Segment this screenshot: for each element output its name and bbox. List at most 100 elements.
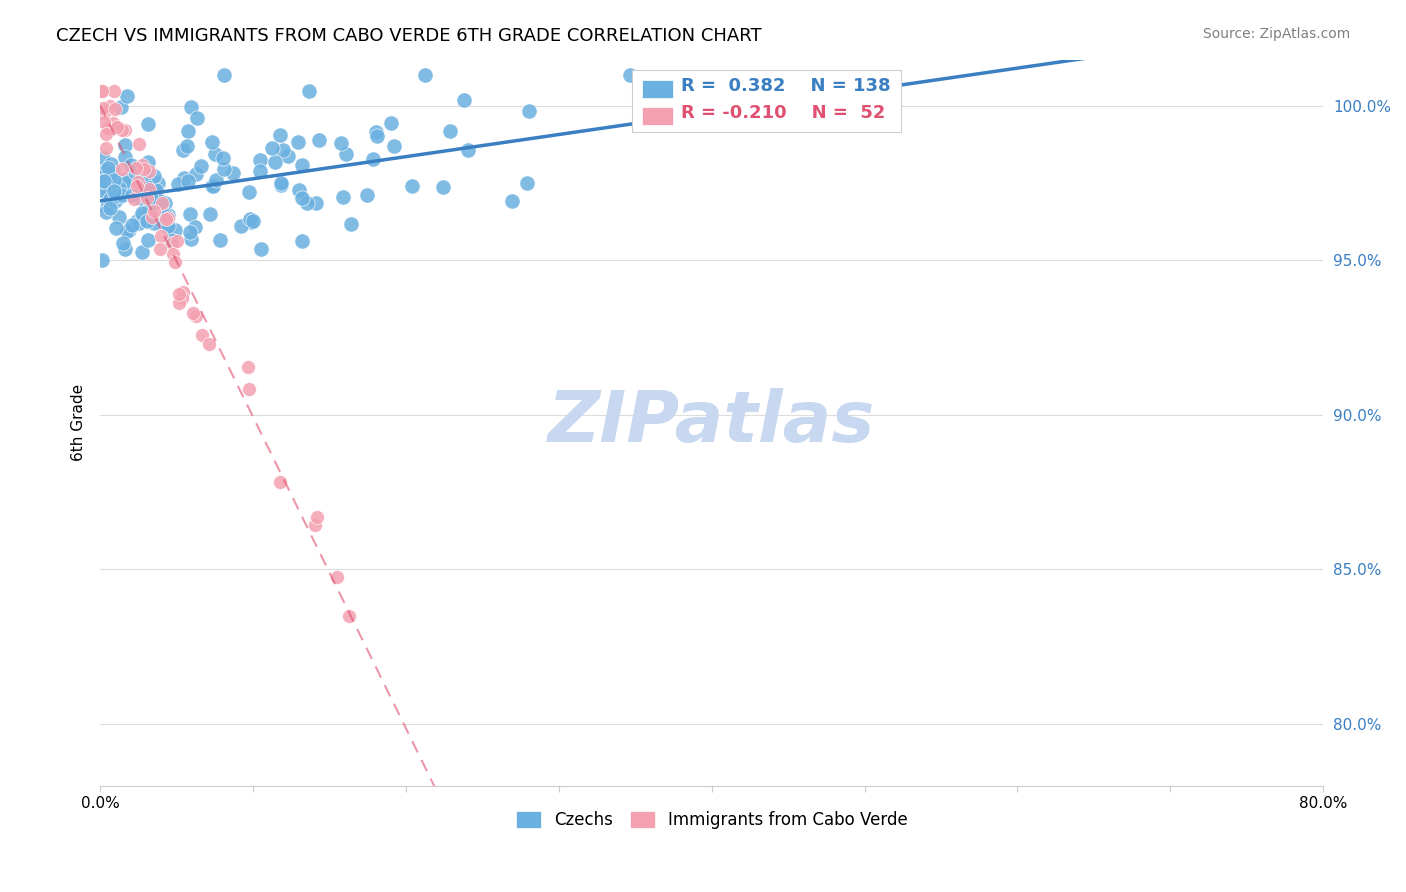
Point xyxy=(131,245,153,260)
Point xyxy=(135,177,157,191)
Bar xyxy=(643,80,672,98)
Point xyxy=(335,147,357,161)
Point xyxy=(238,382,260,396)
Point xyxy=(287,135,309,149)
Point xyxy=(153,196,176,211)
Point xyxy=(308,133,330,147)
Point xyxy=(135,166,157,180)
Point xyxy=(291,234,314,248)
Point xyxy=(103,184,125,198)
Point xyxy=(150,228,173,243)
Point xyxy=(160,233,183,247)
Point xyxy=(453,93,475,107)
Point xyxy=(96,200,118,214)
Point xyxy=(619,68,641,82)
Point xyxy=(191,328,214,343)
Point xyxy=(176,139,198,153)
Point xyxy=(136,117,159,131)
Point xyxy=(114,242,136,256)
Point xyxy=(297,84,319,98)
Point xyxy=(291,158,314,172)
Point xyxy=(269,128,291,142)
Point xyxy=(238,185,260,199)
Point xyxy=(239,211,262,226)
Point xyxy=(132,161,155,176)
Point xyxy=(184,220,207,235)
FancyBboxPatch shape xyxy=(633,70,901,132)
Point xyxy=(91,174,114,188)
Point xyxy=(129,191,152,205)
Point xyxy=(165,255,187,269)
Point xyxy=(111,162,134,177)
Point xyxy=(131,209,153,223)
Point xyxy=(295,195,318,210)
Point xyxy=(136,214,159,228)
Text: R = -0.210    N =  52: R = -0.210 N = 52 xyxy=(681,104,886,122)
Point xyxy=(110,188,132,202)
Point xyxy=(125,161,148,176)
Point xyxy=(222,166,245,180)
Point xyxy=(125,214,148,228)
Point xyxy=(269,475,291,490)
Point xyxy=(115,175,138,189)
Point xyxy=(111,123,134,137)
Point xyxy=(145,183,167,197)
Point xyxy=(167,177,190,191)
Point xyxy=(181,306,204,320)
Point xyxy=(100,156,122,170)
Point xyxy=(94,162,117,177)
Point xyxy=(98,201,121,215)
Point xyxy=(277,149,299,163)
Point xyxy=(155,209,177,223)
Point xyxy=(157,219,180,233)
Point xyxy=(249,164,271,178)
Point xyxy=(250,242,273,256)
Point xyxy=(157,220,180,235)
Point xyxy=(98,166,121,180)
Text: CZECH VS IMMIGRANTS FROM CABO VERDE 6TH GRADE CORRELATION CHART: CZECH VS IMMIGRANTS FROM CABO VERDE 6TH … xyxy=(56,27,762,45)
Point xyxy=(176,174,198,188)
Point xyxy=(114,123,136,137)
Point xyxy=(432,180,454,194)
Point xyxy=(167,286,190,301)
Point xyxy=(439,124,461,138)
Point xyxy=(413,68,436,82)
Point xyxy=(138,164,160,178)
Point xyxy=(105,120,128,134)
Point xyxy=(288,183,311,197)
Point xyxy=(101,163,124,178)
Point xyxy=(103,173,125,187)
Point xyxy=(134,166,156,180)
Point xyxy=(204,147,226,161)
Point xyxy=(337,608,360,623)
Point xyxy=(114,172,136,186)
Point xyxy=(114,138,136,153)
Point xyxy=(93,184,115,198)
Point xyxy=(149,242,172,256)
Point xyxy=(136,154,159,169)
Point xyxy=(118,223,141,237)
Point xyxy=(155,212,177,227)
Point xyxy=(98,98,121,112)
Point xyxy=(143,169,166,183)
Point xyxy=(249,153,271,167)
Point xyxy=(121,187,143,202)
Point xyxy=(136,233,159,247)
Point xyxy=(97,161,120,175)
Point xyxy=(186,111,208,125)
Point xyxy=(501,194,523,208)
Text: ZIPatlas: ZIPatlas xyxy=(548,388,876,458)
Point xyxy=(135,179,157,194)
Point xyxy=(200,135,222,149)
Point xyxy=(172,285,194,299)
Point xyxy=(167,296,190,310)
Point xyxy=(94,205,117,219)
Point xyxy=(173,170,195,185)
Point xyxy=(157,208,180,222)
Point xyxy=(382,138,405,153)
Point xyxy=(111,187,134,202)
Point xyxy=(143,216,166,230)
Point xyxy=(122,193,145,207)
Point xyxy=(179,207,201,221)
Point xyxy=(107,210,129,224)
